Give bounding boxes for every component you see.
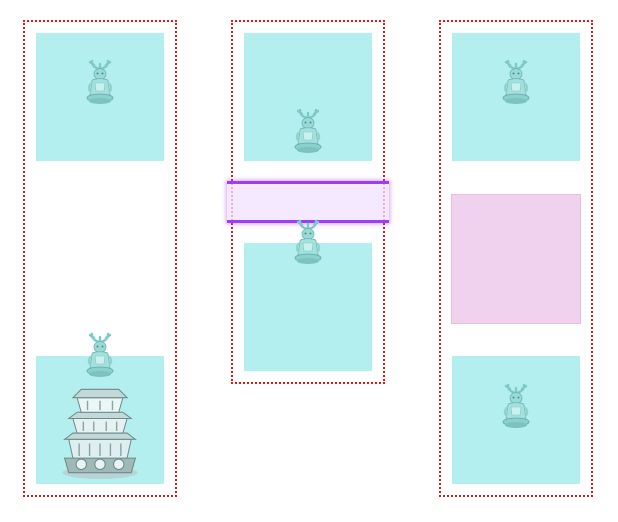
antlered-idol-icon[interactable] [80,57,120,109]
selected-row-highlight[interactable] [227,181,389,223]
antlered-idol-icon[interactable] [288,217,328,269]
antlered-idol-icon[interactable] [288,106,328,158]
pagoda-tower-icon[interactable] [57,381,143,481]
column-3-frame [439,20,593,497]
antlered-idol-icon[interactable] [80,330,120,382]
column-1-frame [23,20,177,497]
antlered-idol-icon[interactable] [496,381,536,433]
antlered-idol-icon[interactable] [496,57,536,109]
column-3-blocked-tile[interactable] [451,194,581,324]
column-1-top-tile[interactable] [35,32,165,162]
